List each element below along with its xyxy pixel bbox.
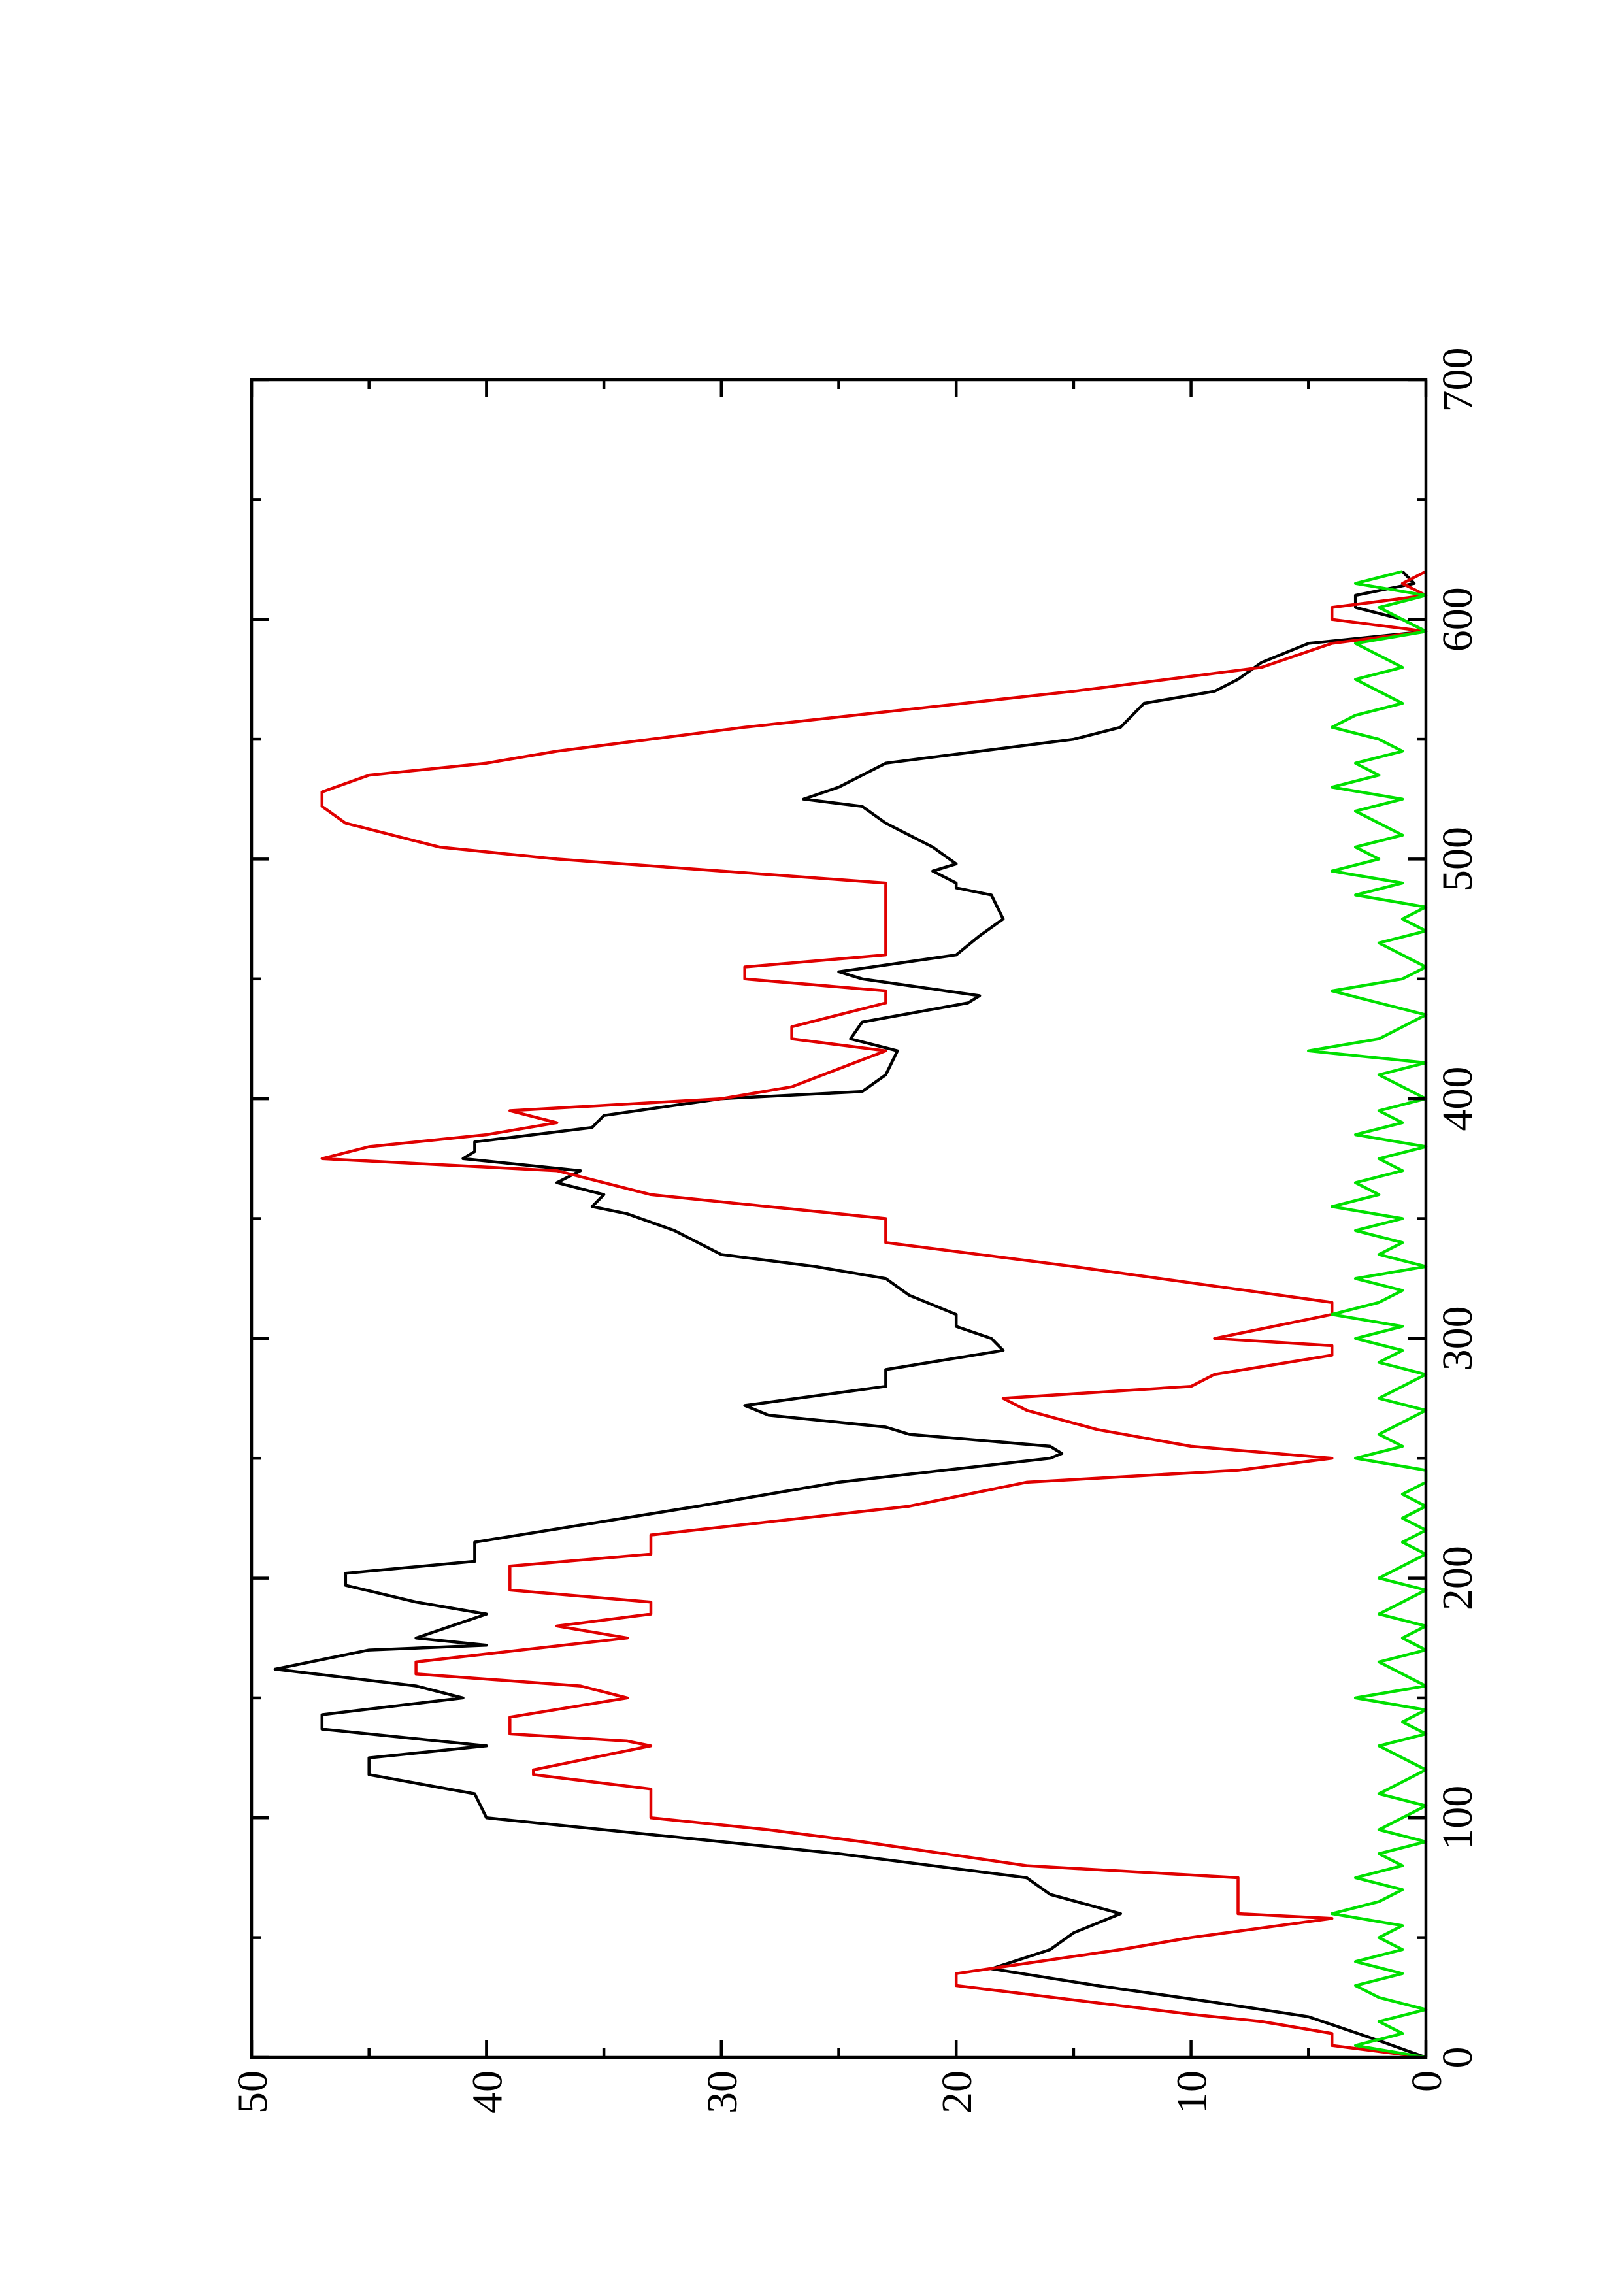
- x-tick-label: 100: [1434, 1786, 1481, 1850]
- x-tick-label: 700: [1434, 348, 1481, 412]
- series-line: [320, 570, 1428, 2059]
- x-tick-label: 600: [1434, 587, 1481, 652]
- x-tick-label: 0: [1434, 2047, 1481, 2069]
- x-tick-label: 200: [1434, 1546, 1481, 1610]
- y-tick-label: 40: [463, 2071, 511, 2114]
- y-tick-label: 50: [229, 2071, 276, 2114]
- y-tick-label: 10: [1168, 2071, 1216, 2114]
- x-tick-label: 500: [1434, 827, 1481, 891]
- x-tick-label: 400: [1434, 1067, 1481, 1131]
- y-tick-label: 20: [933, 2071, 981, 2114]
- plot-area: 0 100 200 300 400 500 600 700 0 10 20 30 40 50: [229, 348, 1481, 2114]
- y-tick-label: 30: [699, 2071, 746, 2114]
- y-tick-label: 0: [1403, 2071, 1451, 2092]
- x-tick-label: 300: [1434, 1306, 1481, 1371]
- series-line: [273, 570, 1428, 2059]
- series-line: [1307, 570, 1428, 2059]
